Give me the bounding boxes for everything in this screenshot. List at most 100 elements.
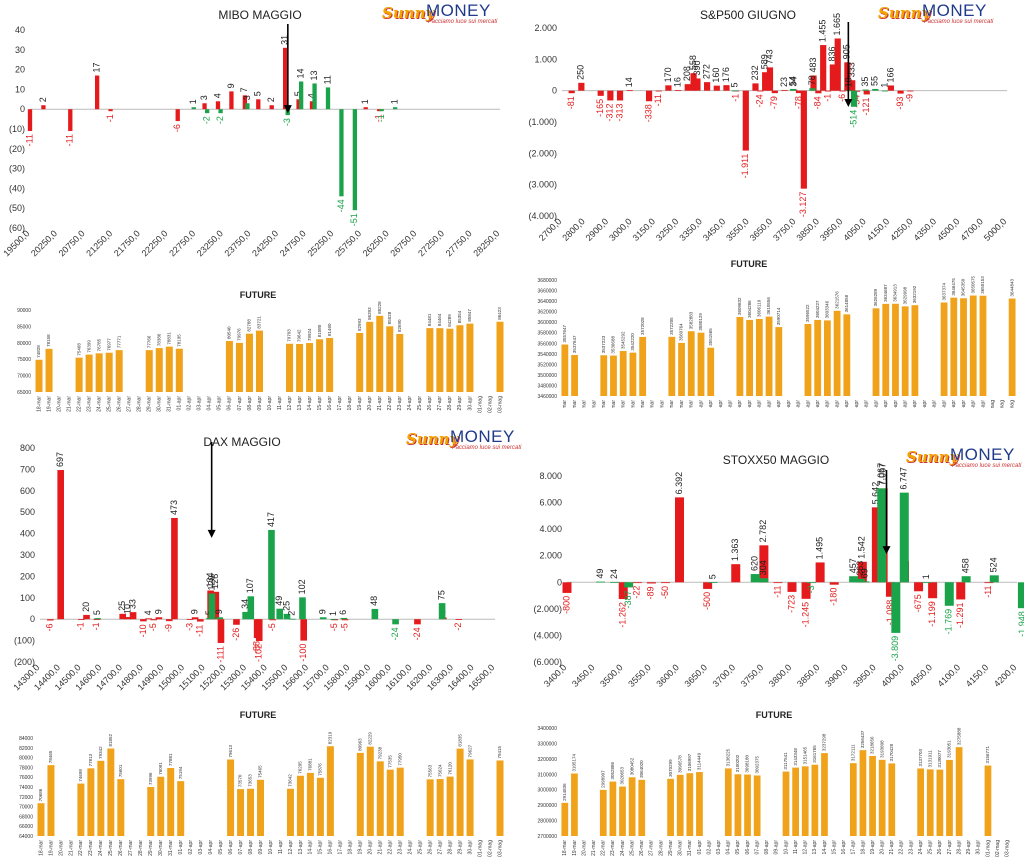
- bar-red: [578, 82, 585, 91]
- future-date-label: 24-apr: [918, 840, 924, 855]
- bar-red: [94, 75, 100, 110]
- bar-red: [800, 90, 807, 189]
- future-date-label: 12-apr: [287, 396, 293, 411]
- data-label: 458: [961, 558, 971, 573]
- data-label: 23: [779, 77, 789, 87]
- future-y-tick: 80000: [17, 341, 31, 347]
- bar-red: [815, 90, 822, 94]
- future-date-label: 06-apr: [228, 840, 234, 855]
- x-tick-label: 3950,0: [818, 216, 845, 243]
- future-bar: [792, 767, 799, 836]
- future-value-label: 84464: [437, 313, 442, 326]
- future-bar: [45, 348, 53, 392]
- bar-green: [881, 90, 889, 92]
- future-date-label: 03-mag: [497, 840, 503, 857]
- future-bar: [901, 306, 909, 396]
- x-tick-label: 4500,0: [935, 216, 962, 243]
- future-value-label: 84481: [427, 313, 432, 326]
- future-bar: [843, 314, 851, 396]
- data-label: 35: [860, 77, 870, 87]
- data-label: 7.067: [876, 463, 886, 486]
- bar-green: [218, 109, 223, 114]
- future-value-label: 3193051: [947, 740, 952, 758]
- future-bar: [426, 779, 434, 836]
- data-label: 1: [879, 83, 889, 88]
- future-y-tick: 76000: [19, 775, 33, 781]
- future-bar: [782, 771, 790, 836]
- future-date-label: 27-mar: [649, 840, 655, 856]
- bar-red: [771, 90, 778, 94]
- future-y-tick: 85000: [17, 324, 31, 330]
- future-value-label: 3117541: [783, 752, 788, 770]
- logo-sunny: Sunny: [878, 4, 931, 22]
- logo-tagline: Facciamo luce sui mercati: [428, 19, 498, 25]
- bar-red: [108, 109, 113, 112]
- future-bar: [911, 305, 919, 396]
- data-label: -1: [91, 622, 101, 630]
- data-label: -2: [202, 116, 212, 124]
- future-date-label: 29-mar: [669, 400, 675, 408]
- future-value-label: 3604286: [747, 300, 752, 318]
- bar-red: [834, 38, 841, 91]
- data-label: 9: [189, 609, 199, 614]
- bar-red: [660, 582, 670, 584]
- future-value-label: 85847: [467, 309, 472, 322]
- data-label: -24: [412, 627, 422, 640]
- bar-red: [78, 619, 85, 620]
- bar-green: [610, 581, 620, 583]
- y-tick-label: 200: [20, 571, 35, 581]
- bar-red: [27, 109, 33, 131]
- future-bar: [940, 302, 948, 396]
- future-bar: [366, 746, 374, 836]
- data-label: 3: [242, 95, 252, 100]
- data-label: -79: [769, 96, 779, 109]
- data-label: 232: [750, 65, 760, 80]
- future-value-label: 3537647: [572, 335, 577, 353]
- x-tick-label: 5000,0: [982, 216, 1009, 243]
- bar-green: [624, 582, 634, 588]
- data-label: -1.291: [955, 602, 965, 628]
- bar-green: [352, 109, 358, 211]
- data-label: 4: [143, 610, 153, 615]
- stoxx-main-chart: STOXX50 MAGGIO 8.000 6.000 4.000 2.000 0 (2.00…: [533, 453, 1024, 689]
- bar-green: [596, 581, 606, 583]
- data-label: 250: [576, 65, 586, 80]
- bar-red: [255, 619, 263, 642]
- future-date-label: 18-mar: [36, 396, 42, 412]
- y-tick-label: 800: [20, 443, 35, 453]
- bar-red: [759, 545, 769, 583]
- bar-green: [860, 581, 870, 583]
- y-tick-label: (4.000): [533, 630, 562, 640]
- y-tick-label: (2.000): [528, 148, 557, 158]
- future-bar: [386, 326, 394, 392]
- data-label: 1.363: [730, 539, 740, 562]
- data-label: -24: [755, 94, 765, 107]
- y-tick-label: (200): [14, 657, 35, 667]
- future-value-label: 3644843: [1009, 279, 1014, 297]
- future-date-label: 27-mar: [650, 400, 656, 408]
- bar-red: [363, 107, 368, 110]
- future-value-label: 76881: [308, 758, 313, 771]
- y-tick-label: 0: [552, 86, 557, 96]
- future-date-label: 20-mar: [56, 396, 62, 412]
- future-date-label: 01-mag: [985, 840, 991, 857]
- bar-red: [928, 582, 938, 599]
- bar-red: [757, 90, 764, 92]
- future-value-label: 75468: [76, 343, 81, 356]
- data-label: -1.245: [800, 602, 810, 628]
- data-label: 263: [855, 561, 865, 576]
- data-label: -1.088: [885, 600, 895, 626]
- x-tick-label: 3550,0: [724, 216, 751, 243]
- bar-red: [674, 90, 682, 91]
- future-bar: [755, 318, 763, 396]
- future-date-label: 28-mar: [137, 396, 143, 412]
- panel-stoxx: STOXX50 MAGGIO 8.000 6.000 4.000 2.000 0 (2.00…: [512, 428, 1024, 857]
- x-tick-label: 2900,0: [584, 216, 611, 243]
- bar-green: [855, 578, 865, 583]
- future-bar: [775, 327, 783, 396]
- x-tick-label: 4100,0: [936, 662, 963, 689]
- bar-red: [665, 85, 672, 91]
- future-date-label: 27-mar: [128, 840, 134, 856]
- x-tick-label: 4050,0: [841, 216, 868, 243]
- bar-red: [703, 582, 713, 589]
